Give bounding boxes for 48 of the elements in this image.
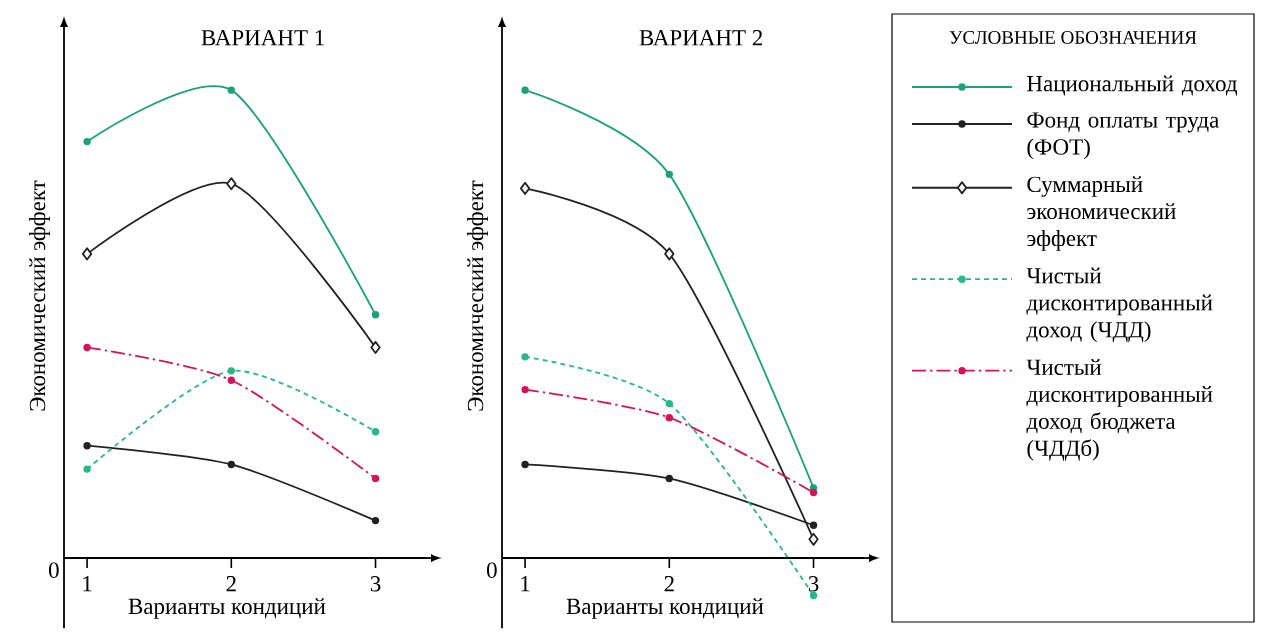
point xyxy=(809,521,818,529)
point xyxy=(83,343,91,352)
point xyxy=(83,465,91,473)
point xyxy=(83,137,91,146)
point xyxy=(227,376,235,384)
point xyxy=(665,399,673,408)
legend-label: Чистый дисконтированный доход бюджета (ЧДДб) xyxy=(1026,359,1213,461)
point xyxy=(371,311,380,319)
point xyxy=(665,170,673,179)
legend-label: Чистый дисконтированный доход (ЧДД) xyxy=(1026,267,1213,343)
x-tick-label: 3 xyxy=(370,576,381,592)
point xyxy=(521,353,529,361)
point xyxy=(521,385,529,394)
x-axis-title: Варианты кондиций xyxy=(128,598,326,619)
point xyxy=(808,532,819,546)
chart-title: ВАРИАНТ 1 xyxy=(201,30,324,46)
point xyxy=(227,86,235,94)
legend-label: Суммарный экономический эффект xyxy=(1027,176,1176,251)
point xyxy=(665,474,673,483)
point xyxy=(371,427,380,436)
point xyxy=(227,460,235,469)
point xyxy=(371,516,380,525)
point xyxy=(81,247,93,261)
point xyxy=(521,86,529,94)
legend-label: Национальный доход xyxy=(1027,75,1238,96)
point xyxy=(371,474,380,483)
point xyxy=(809,488,818,497)
point xyxy=(370,340,381,354)
legend-title: УСЛОВНЫЕ ОБОЗНАЧЕНИЯ xyxy=(949,31,1197,44)
y-axis-title: Экономический эффект xyxy=(29,180,50,411)
point xyxy=(227,367,235,375)
x-tick-label: 2 xyxy=(664,576,674,592)
point xyxy=(664,247,675,261)
text: 0 xyxy=(486,562,497,578)
x-axis-title: Варианты кондиций xyxy=(566,598,764,619)
chart-title: ВАРИАНТ 2 xyxy=(639,30,762,46)
x-tick-label: 1 xyxy=(521,576,530,592)
x-tick-label: 2 xyxy=(226,576,236,592)
x-tick-label: 1 xyxy=(83,576,92,592)
legend-label: Фонд оплаты труда (ФОТ) xyxy=(1027,112,1219,160)
x-tick-label: 3 xyxy=(808,576,819,592)
point xyxy=(665,413,673,422)
y-axis-title: Экономический эффект xyxy=(467,180,488,411)
point xyxy=(521,460,529,469)
point xyxy=(83,442,91,450)
point xyxy=(519,181,531,195)
text: 0 xyxy=(48,562,59,578)
point xyxy=(226,177,237,191)
